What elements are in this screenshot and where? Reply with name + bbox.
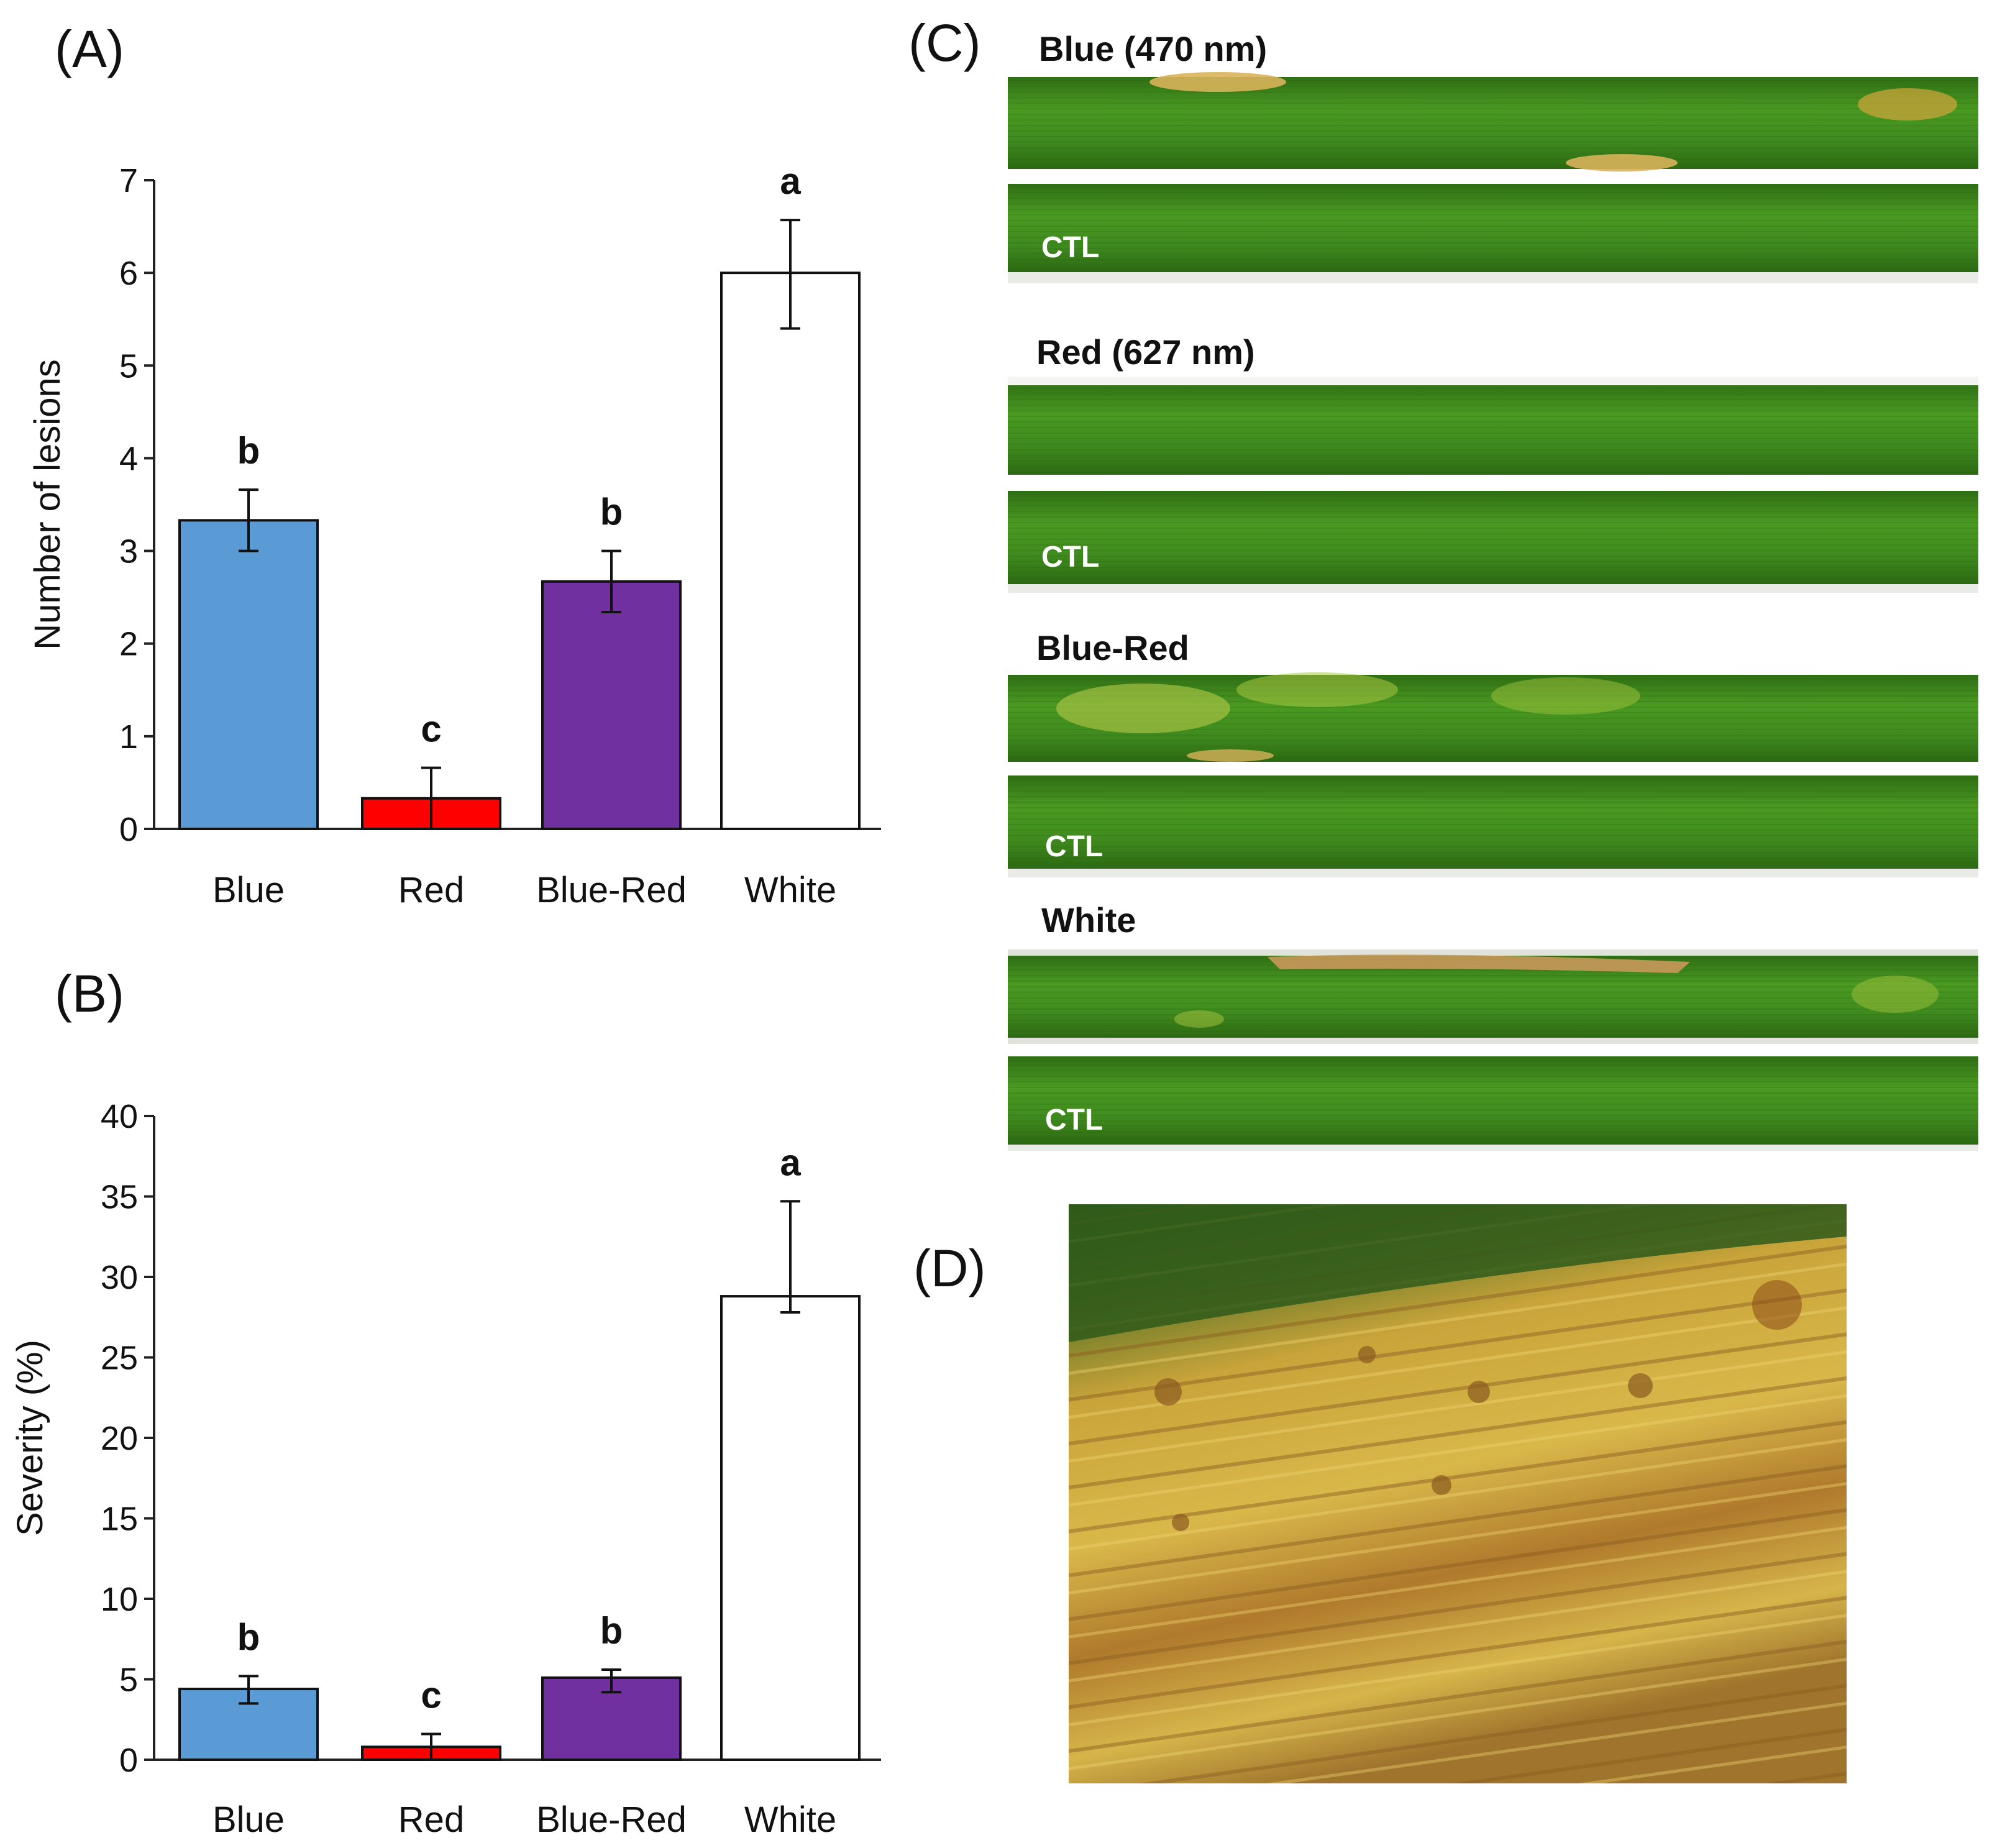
closeup-photo — [1069, 1204, 1847, 1783]
chart-a-lesions: 0 1 2 3 4 5 6 7 Number of lesions b Blue c Red b Blue-… — [27, 160, 881, 910]
leaf-photo-blue-red-control — [1008, 775, 1978, 877]
y-tick-label: 5 — [119, 1662, 138, 1699]
error-bar-white — [780, 1200, 800, 1314]
significance-letter-blue: b — [237, 1616, 260, 1658]
y-tick-label: 0 — [119, 1742, 138, 1779]
y-tick-label: 3 — [119, 533, 138, 570]
y-tick-label: 30 — [101, 1259, 138, 1296]
ctl-label-red: CTL — [1041, 541, 1099, 574]
leaf-photo-blue-treated — [1008, 72, 1978, 172]
panel-label-b: (B) — [55, 964, 124, 1023]
y-tick-label: 7 — [119, 162, 138, 199]
y-tick-label: 25 — [101, 1340, 138, 1377]
error-bar-blue — [239, 488, 258, 552]
leaf-group-label-red: Red (627 nm) — [1036, 332, 1255, 372]
significance-letter-white: a — [780, 1141, 801, 1183]
y-tick-label: 35 — [101, 1179, 138, 1216]
y-tick-label: 15 — [101, 1501, 138, 1538]
y-tick-label: 6 — [119, 255, 138, 292]
y-tick-label: 4 — [119, 440, 138, 477]
y-tick-label: 40 — [101, 1098, 138, 1135]
error-bar-white — [780, 219, 800, 330]
error-bar-red — [421, 1732, 441, 1761]
x-tick-label-blue-red: Blue-Red — [536, 870, 687, 910]
panel-label-a: (A) — [55, 20, 124, 78]
error-bar-blue-red — [601, 549, 621, 614]
ctl-label-blue: CTL — [1041, 231, 1099, 264]
significance-letter-blue: b — [237, 430, 260, 472]
y-tick-label: 1 — [119, 718, 138, 756]
y-axis-title-a: Number of lesions — [27, 359, 68, 649]
leaf-photo-white-control — [1008, 1056, 1978, 1151]
x-tick-label-red: Red — [398, 870, 464, 910]
significance-letter-white: a — [780, 160, 801, 202]
leaf-photo-white-treated — [1008, 949, 1978, 1044]
y-tick-label: 5 — [119, 347, 138, 385]
error-bar-blue-red — [601, 1668, 621, 1694]
leaf-group-label-blue: Blue (470 nm) — [1039, 29, 1267, 68]
leaf-group-label-white: White — [1041, 900, 1136, 940]
panel-label-c: (C) — [908, 14, 981, 72]
significance-letter-blue-red: b — [600, 492, 623, 533]
y-tick-label: 20 — [101, 1420, 138, 1457]
bar-white — [720, 1295, 861, 1762]
bar-white — [720, 272, 861, 830]
x-tick-label-blue-red: Blue-Red — [536, 1800, 687, 1840]
leaf-photo-red-control — [1008, 491, 1978, 593]
x-tick-label-white: White — [744, 870, 836, 910]
ctl-label-white: CTL — [1045, 1104, 1103, 1137]
significance-letter-blue-red: b — [600, 1610, 623, 1652]
error-bar-blue — [239, 1675, 258, 1705]
significance-letter-red: c — [421, 1675, 441, 1716]
leaf-photo-panel: Blue (470 nm) CTL Red (627 nm) CTL — [1008, 29, 1978, 1151]
panel-label-d: (D) — [913, 1239, 986, 1297]
bar-blue — [178, 519, 319, 831]
x-tick-label-white: White — [744, 1800, 836, 1840]
y-tick-label: 2 — [119, 626, 138, 663]
leaf-photo-red-treated — [1008, 377, 1978, 475]
significance-letter-red: c — [421, 708, 441, 750]
chart-b-severity: 0 5 10 15 20 25 30 35 40 Severity (%) b Blue c Red b Bl… — [10, 1098, 881, 1840]
bar-blue-red — [541, 580, 682, 830]
x-tick-label-blue: Blue — [212, 1800, 285, 1840]
leaf-group-label-blue-red: Blue-Red — [1036, 628, 1189, 667]
y-axis-title-b: Severity (%) — [10, 1340, 50, 1536]
bar-blue — [178, 1688, 319, 1762]
x-tick-label-red: Red — [398, 1800, 464, 1840]
x-tick-label-blue: Blue — [212, 870, 285, 910]
y-tick-label: 10 — [101, 1581, 138, 1618]
leaf-photo-blue-control — [1008, 184, 1978, 283]
error-bar-red — [421, 766, 441, 830]
ctl-label-blue-red: CTL — [1045, 830, 1103, 863]
leaf-photo-blue-red-treated — [1008, 672, 1978, 762]
y-tick-label: 0 — [119, 811, 138, 848]
